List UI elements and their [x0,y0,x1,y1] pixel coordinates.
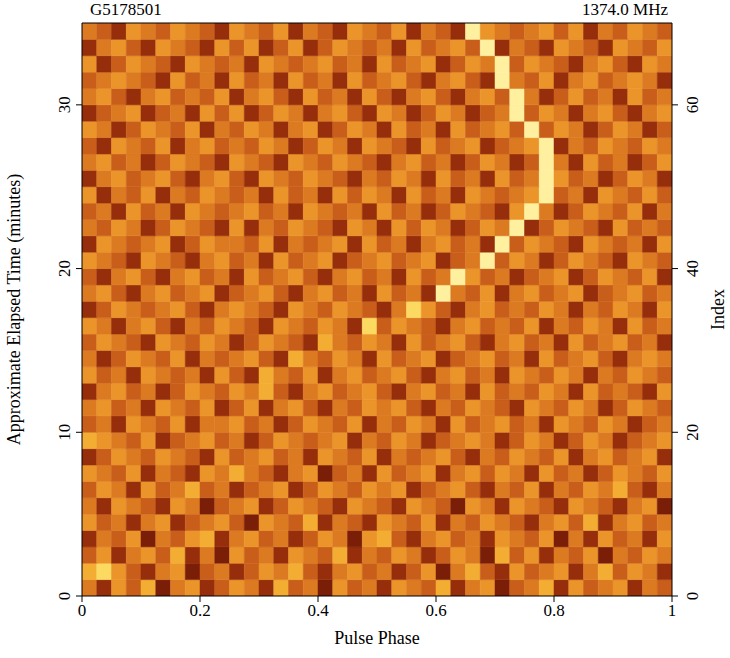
svg-text:0.6: 0.6 [425,601,446,620]
svg-text:0: 0 [55,592,74,601]
svg-text:40: 40 [683,260,702,277]
svg-text:20: 20 [683,424,702,441]
svg-text:Pulse Phase: Pulse Phase [334,628,420,648]
svg-text:10: 10 [55,424,74,441]
svg-text:0.8: 0.8 [543,601,564,620]
html-text:G5178501: G5178501 [90,0,162,19]
svg-text:0: 0 [683,592,702,601]
svg-text:20: 20 [55,260,74,277]
svg-text:Approximate Elapsed Time (minu: Approximate Elapsed Time (minutes) [4,174,25,445]
svg-text:0.4: 0.4 [307,601,329,620]
svg-text:1: 1 [668,601,677,620]
svg-text:0.2: 0.2 [189,601,210,620]
svg-text:30: 30 [55,96,74,113]
html-text:1374.0 MHz: 1374.0 MHz [582,0,668,19]
svg-text:Index: Index [708,289,728,330]
svg-text:0: 0 [78,601,87,620]
svg-text:60: 60 [683,96,702,113]
